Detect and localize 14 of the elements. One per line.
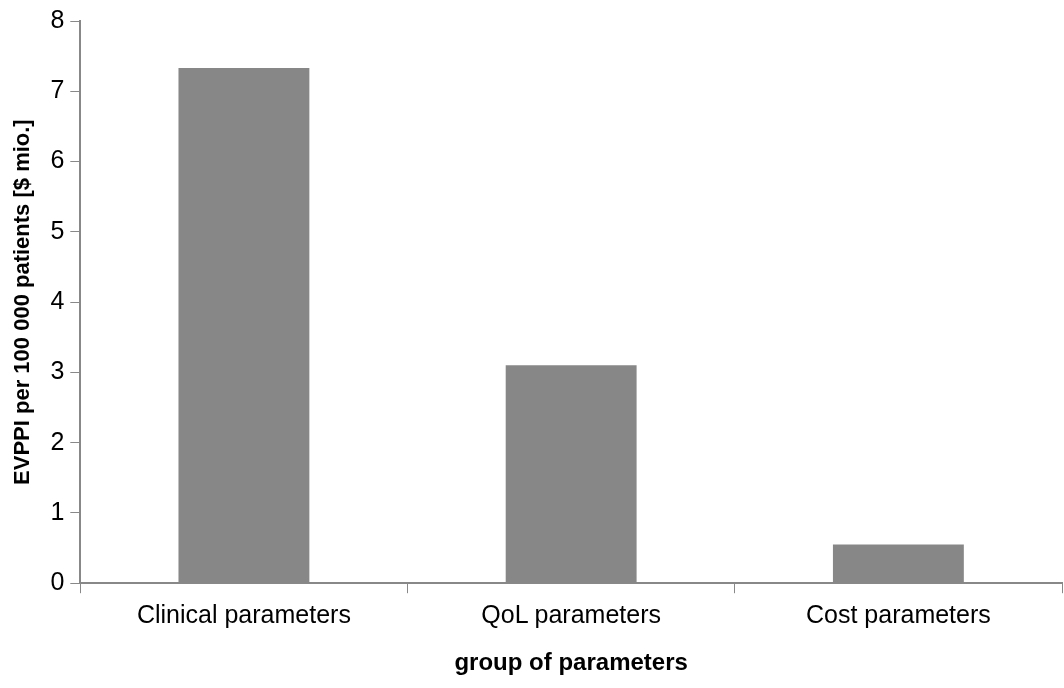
y-tick-label: 0 (50, 567, 65, 596)
y-tick-label: 8 (50, 4, 65, 33)
y-tick-label: 2 (50, 426, 65, 455)
x-tick-label: Clinical parameters (136, 600, 351, 629)
y-tick-label: 6 (50, 145, 65, 174)
y-tick-label: 7 (50, 75, 65, 104)
y-tick-label: 1 (50, 496, 65, 525)
y-axis-title: EVPPI per 100 000 patients [$ mio.] (9, 119, 35, 485)
y-tick-label: 5 (50, 215, 65, 244)
x-tick-label: Cost parameters (805, 600, 991, 629)
y-tick-label: 4 (50, 285, 65, 314)
x-axis-title: group of parameters (454, 648, 688, 676)
y-tick-label: 3 (50, 356, 65, 385)
x-tick-label: QoL parameters (481, 600, 662, 629)
